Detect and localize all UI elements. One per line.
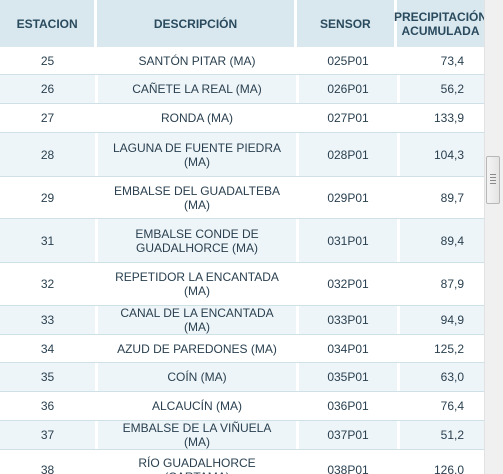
precipitation-cell: 94,9	[400, 306, 484, 334]
description-cell: CAÑETE LA REAL (MA)	[98, 75, 299, 103]
precipitation-cell: 89,4	[400, 219, 484, 262]
precipitation-cell: 125,2	[400, 335, 484, 362]
description-cell: AZUD DE PAREDONES (MA)	[98, 335, 299, 362]
description-cell: SANTÓN PITAR (MA)	[98, 47, 299, 74]
sensor-cell: 032P01	[299, 263, 400, 305]
grip-line	[490, 177, 496, 178]
header-precipitacion-acumulada[interactable]: PRECIPITACIÓN ACUMULADA	[393, 0, 484, 47]
description-cell: REPETIDOR LA ENCANTADA (MA)	[98, 263, 299, 305]
scrollbar-thumb[interactable]	[486, 156, 500, 204]
precipitation-cell: 126,0	[400, 450, 484, 474]
sensor-cell: 038P01	[299, 450, 400, 474]
description-cell: RÍO GUADALHORCE (CARTAMA)	[98, 450, 299, 474]
precipitation-cell: 51,2	[400, 421, 484, 449]
station-cell: 32	[0, 263, 98, 305]
sensor-cell: 034P01	[299, 335, 400, 362]
station-cell: 38	[0, 450, 98, 474]
sensor-cell: 035P01	[299, 363, 400, 391]
grip-line	[490, 183, 496, 184]
header-estacion[interactable]: ESTACION	[0, 0, 95, 47]
table-row: 27 RONDA (MA) 027P01 133,9	[0, 104, 484, 133]
vertical-scrollbar[interactable]	[484, 0, 503, 474]
header-sensor[interactable]: SENSOR	[296, 0, 394, 47]
sensor-cell: 037P01	[299, 421, 400, 449]
description-cell: RONDA (MA)	[98, 104, 299, 132]
table-body: 25 SANTÓN PITAR (MA) 025P01 73,4 26 CAÑETE LA…	[0, 47, 484, 474]
table-row: 26 CAÑETE LA REAL (MA) 026P01 56,2	[0, 75, 484, 104]
table-row: 36 ALCAUCÍN (MA) 036P01 76,4	[0, 392, 484, 421]
description-cell: ALCAUCÍN (MA)	[98, 392, 299, 420]
station-cell: 37	[0, 421, 98, 449]
description-cell: LAGUNA DE FUENTE PIEDRA (MA)	[98, 133, 299, 176]
sensor-cell: 027P01	[299, 104, 400, 132]
table-row: 25 SANTÓN PITAR (MA) 025P01 73,4	[0, 47, 484, 75]
table-row: 33 CANAL DE LA ENCANTADA (MA) 033P01 94,9	[0, 306, 484, 335]
precipitation-cell: 133,9	[400, 104, 484, 132]
sensor-cell: 031P01	[299, 219, 400, 262]
header-descripcion[interactable]: DESCRIPCIÓN	[97, 0, 294, 47]
table-row: 37 EMBALSE DE LA VIÑUELA (MA) 037P01 51,2	[0, 421, 484, 450]
grip-line	[490, 180, 496, 181]
description-cell: CANAL DE LA ENCANTADA (MA)	[98, 306, 299, 334]
sensor-cell: 029P01	[299, 177, 400, 218]
precipitation-cell: 87,9	[400, 263, 484, 305]
description-cell: EMBALSE DEL GUADALTEBA (MA)	[98, 177, 299, 218]
description-cell: EMBALSE DE LA VIÑUELA (MA)	[98, 421, 299, 449]
header-precipitacion-label: PRECIPITACIÓN ACUMULADA	[393, 9, 484, 38]
precipitation-cell: 73,4	[400, 47, 484, 74]
table-row: 31 EMBALSE CONDE DE GUADALHORCE (MA) 031P0…	[0, 219, 484, 263]
table-row: 28 LAGUNA DE FUENTE PIEDRA (MA) 028P01 104,…	[0, 133, 484, 177]
sensor-cell: 028P01	[299, 133, 400, 176]
table-header: ESTACION DESCRIPCIÓN SENSOR PRECIPITACIÓ…	[0, 0, 484, 48]
sensor-cell: 033P01	[299, 306, 400, 334]
precipitation-table: ESTACION DESCRIPCIÓN SENSOR PRECIPITACIÓ…	[0, 0, 484, 474]
precipitation-cell: 76,4	[400, 392, 484, 420]
grip-line	[490, 174, 496, 175]
precipitation-cell: 89,7	[400, 177, 484, 218]
station-cell: 36	[0, 392, 98, 420]
station-cell: 26	[0, 75, 98, 103]
table-row: 35 COÍN (MA) 035P01 63,0	[0, 363, 484, 392]
description-cell: EMBALSE CONDE DE GUADALHORCE (MA)	[98, 219, 299, 262]
station-cell: 25	[0, 47, 98, 74]
sensor-cell: 026P01	[299, 75, 400, 103]
precipitation-cell: 63,0	[400, 363, 484, 391]
precipitation-cell: 56,2	[400, 75, 484, 103]
station-cell: 34	[0, 335, 98, 362]
station-cell: 28	[0, 133, 98, 176]
table-row: 29 EMBALSE DEL GUADALTEBA (MA) 029P01 89,7	[0, 177, 484, 219]
station-cell: 35	[0, 363, 98, 391]
station-cell: 29	[0, 177, 98, 218]
station-cell: 33	[0, 306, 98, 334]
sensor-cell: 036P01	[299, 392, 400, 420]
sensor-cell: 025P01	[299, 47, 400, 74]
table-row: 34 AZUD DE PAREDONES (MA) 034P01 125,2	[0, 335, 484, 363]
station-cell: 27	[0, 104, 98, 132]
precipitation-cell: 104,3	[400, 133, 484, 176]
station-cell: 31	[0, 219, 98, 262]
table-row: 32 REPETIDOR LA ENCANTADA (MA) 032P01 87,9	[0, 263, 484, 306]
description-cell: COÍN (MA)	[98, 363, 299, 391]
